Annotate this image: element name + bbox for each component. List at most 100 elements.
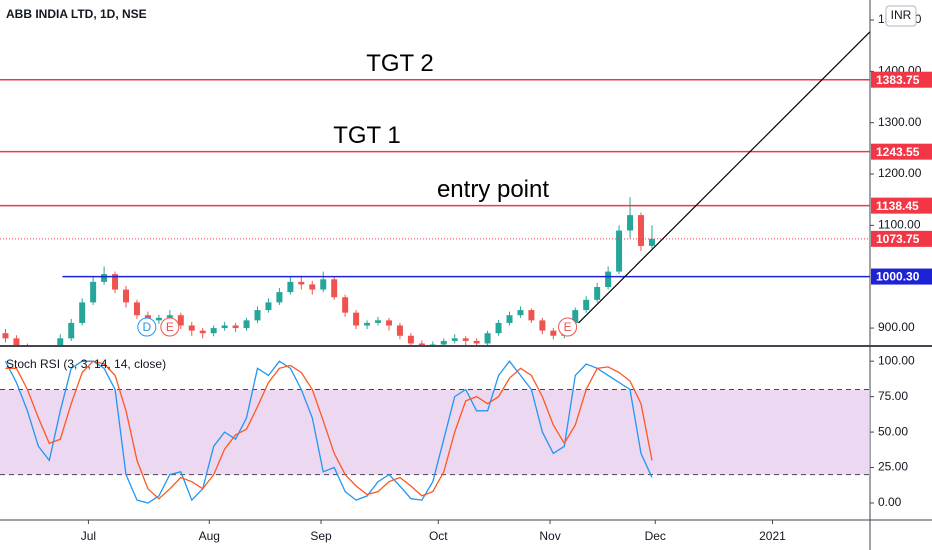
candle-body xyxy=(199,330,206,334)
price-pane: TGT 2 TGT 1 entry point D E E xyxy=(0,31,870,354)
event-label: E xyxy=(166,320,174,334)
series-line xyxy=(4,360,653,504)
y-tick-label: 1100.00 xyxy=(878,218,921,232)
candle-body xyxy=(594,286,601,300)
candle-body xyxy=(46,349,52,354)
candle-body xyxy=(265,302,272,311)
candle-body xyxy=(331,279,338,298)
candle-body xyxy=(276,292,283,303)
candle-body xyxy=(462,338,469,341)
candle-body xyxy=(495,322,502,334)
level-tag-label: 1383.75 xyxy=(876,73,920,87)
level-tag-label: 1138.45 xyxy=(876,199,919,213)
candle-body xyxy=(287,281,294,293)
level-tag xyxy=(871,268,932,285)
candle-body xyxy=(177,315,184,326)
candle-body xyxy=(101,274,108,282)
candle-body xyxy=(188,325,195,331)
level-tag xyxy=(871,143,932,160)
candle-body xyxy=(484,333,491,344)
y-tick-label: 900.00 xyxy=(878,320,915,334)
candle-body xyxy=(155,317,162,321)
candle-body xyxy=(298,281,305,285)
series-line xyxy=(5,360,653,500)
chart-title: ABB INDIA LTD, 1D, NSE xyxy=(6,7,147,21)
candle-body xyxy=(418,343,425,345)
event-marker xyxy=(137,317,157,337)
event-label: D xyxy=(142,320,151,334)
x-tick-label: 2021 xyxy=(759,529,786,543)
x-tick-label: Oct xyxy=(429,529,448,543)
currency-badge[interactable] xyxy=(885,5,917,27)
candle-body xyxy=(210,328,217,334)
candle-body xyxy=(451,338,458,341)
candle-body xyxy=(166,315,173,318)
indicator-title: Stoch RSI (3, 3, 14, 14, close) xyxy=(6,357,166,371)
level-name: TGT 1 xyxy=(333,122,401,149)
candle-body xyxy=(309,284,316,290)
candle-body xyxy=(243,320,250,329)
candle-body xyxy=(407,335,414,344)
trendline xyxy=(578,31,870,324)
level-name: entry point xyxy=(437,176,549,203)
y-tick-label: 50.00 xyxy=(878,424,908,438)
level-name: TGT 2 xyxy=(366,50,434,77)
level-tag-label: 1000.30 xyxy=(876,270,920,284)
candle-body xyxy=(342,297,349,313)
y-tick-label: 100.00 xyxy=(878,353,915,367)
candle-body xyxy=(35,351,41,354)
candle-body xyxy=(637,215,644,246)
candle-body xyxy=(221,325,228,329)
last-price-label: 1073.75 xyxy=(876,232,920,246)
candle-body xyxy=(232,325,239,329)
stoch-pane xyxy=(0,360,870,504)
candle-body xyxy=(648,238,655,246)
candle-body xyxy=(68,322,75,339)
candle-body xyxy=(385,320,392,326)
candle-body xyxy=(429,344,436,345)
candle-body xyxy=(627,215,634,231)
candle-body xyxy=(396,325,403,336)
candle-body xyxy=(583,299,590,311)
candle-body xyxy=(123,289,130,303)
candle-body xyxy=(506,315,513,323)
y-tick-label: 0.00 xyxy=(878,495,902,509)
y-tick-label: 75.00 xyxy=(878,389,908,403)
candle-body xyxy=(616,230,623,272)
event-marker xyxy=(160,317,180,337)
candle-body xyxy=(539,320,546,331)
candle-body xyxy=(112,274,119,290)
x-tick-label: Sep xyxy=(310,529,332,543)
candle-body xyxy=(353,312,360,326)
y-tick-label: 1300.00 xyxy=(878,115,922,129)
currency[interactable]: INR xyxy=(891,8,912,22)
candle-body xyxy=(13,338,20,345)
event-marker xyxy=(558,317,578,337)
y-tick-label: 25.00 xyxy=(878,460,908,474)
x-tick-label: Dec xyxy=(645,529,666,543)
candle-body xyxy=(375,320,382,323)
candle-body xyxy=(550,330,557,336)
band xyxy=(0,389,870,475)
event-label: E xyxy=(564,320,572,334)
candle-body xyxy=(79,302,86,323)
candle-body xyxy=(364,322,371,326)
level-tag xyxy=(871,71,932,88)
candle-body xyxy=(90,281,97,303)
candle-body xyxy=(605,271,612,287)
x-tick-label: Jul xyxy=(81,529,96,543)
candle-body xyxy=(572,310,579,323)
last-price-tag xyxy=(871,230,932,247)
candle-body xyxy=(473,340,480,344)
x-tick-label: Aug xyxy=(199,529,220,543)
x-tick-label: Nov xyxy=(539,529,560,543)
candle-body xyxy=(440,340,447,345)
candle-body xyxy=(528,310,535,321)
candle-body xyxy=(2,333,9,339)
y-tick-label: 1200.00 xyxy=(878,166,922,180)
candle-body xyxy=(133,302,140,316)
candle-body xyxy=(57,338,64,345)
candle-body xyxy=(254,310,261,321)
candle-body xyxy=(517,310,524,316)
